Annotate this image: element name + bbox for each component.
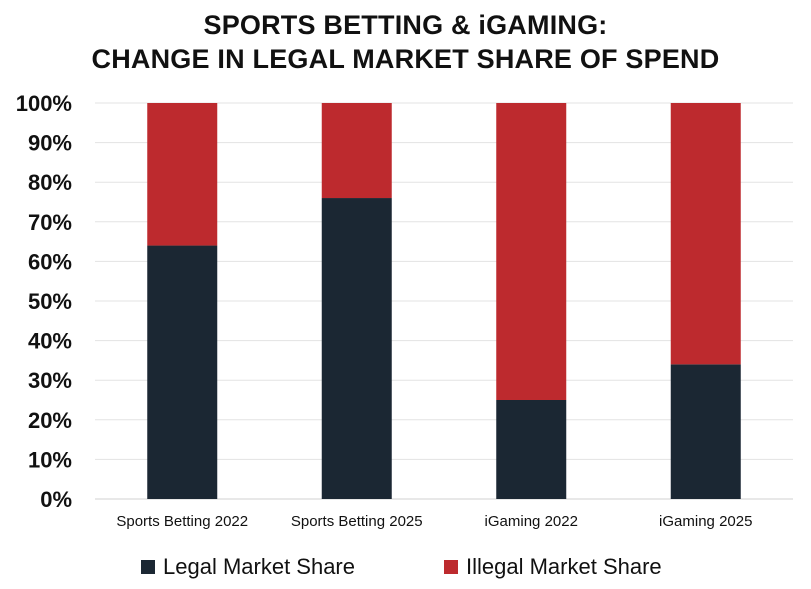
legend-swatch-legal bbox=[141, 560, 155, 574]
bar-segment-illegal bbox=[496, 103, 567, 400]
chart-title-line-1: SPORTS BETTING & iGAMING: bbox=[203, 10, 608, 40]
y-tick-label: 50% bbox=[28, 289, 72, 314]
legend-item-legal: Legal Market Share bbox=[141, 551, 355, 583]
bar-segment-legal bbox=[496, 400, 567, 499]
y-tick-label: 30% bbox=[28, 368, 72, 393]
bar-segment-illegal bbox=[670, 103, 741, 365]
legend-swatch-illegal bbox=[444, 560, 458, 574]
y-tick-label: 0% bbox=[40, 487, 72, 512]
legend: Legal Market Share Illegal Market Share bbox=[0, 551, 811, 583]
y-tick-label: 80% bbox=[28, 170, 72, 195]
x-tick-label: Sports Betting 2022 bbox=[116, 513, 248, 530]
y-tick-label: 70% bbox=[28, 210, 72, 235]
bar-segment-illegal bbox=[321, 103, 392, 199]
chart-title-line-2: CHANGE IN LEGAL MARKET SHARE OF SPEND bbox=[91, 44, 720, 74]
chart-title: SPORTS BETTING & iGAMING: CHANGE IN LEGA… bbox=[0, 8, 811, 76]
x-tick-label: Sports Betting 2025 bbox=[291, 513, 423, 530]
legend-label-illegal: Illegal Market Share bbox=[466, 554, 662, 579]
bar-segment-legal bbox=[321, 198, 392, 500]
legend-label-legal: Legal Market Share bbox=[163, 554, 355, 579]
x-tick-label: iGaming 2025 bbox=[659, 513, 752, 530]
bar-segment-legal bbox=[147, 245, 218, 499]
x-tick-label: iGaming 2022 bbox=[485, 513, 578, 530]
y-tick-label: 60% bbox=[28, 249, 72, 274]
bar-segment-legal bbox=[670, 364, 741, 499]
stacked-bar-chart: 0% 10% 20% 30% 40% 50% 60% 70% 80% 90% 100% Sports … bbox=[16, 91, 793, 530]
y-tick-label: 100% bbox=[16, 91, 72, 116]
bar-segment-illegal bbox=[147, 103, 218, 246]
legend-item-illegal: Illegal Market Share bbox=[444, 551, 662, 583]
y-tick-label: 10% bbox=[28, 447, 72, 472]
y-tick-label: 20% bbox=[28, 408, 72, 433]
y-tick-label: 40% bbox=[28, 329, 72, 354]
y-tick-label: 90% bbox=[28, 131, 72, 156]
